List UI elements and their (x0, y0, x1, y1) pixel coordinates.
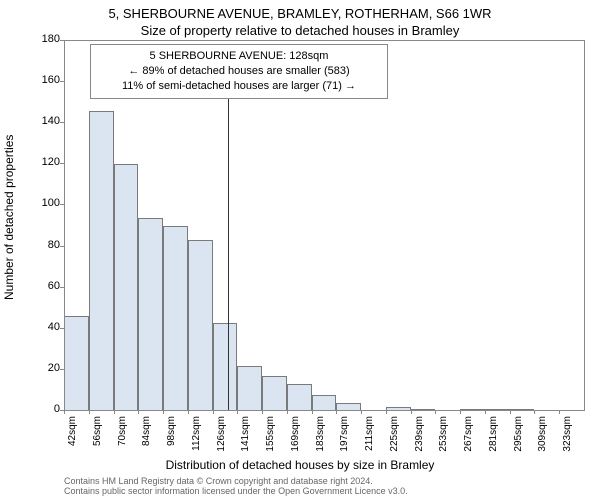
x-tick-mark (213, 410, 214, 414)
y-tick-label: 140 (30, 115, 60, 127)
y-tick-mark (60, 328, 64, 329)
x-tick-label: 267sqm (463, 416, 474, 466)
histogram-bar (64, 316, 89, 411)
y-tick-mark (60, 81, 64, 82)
x-tick-label: 56sqm (92, 416, 103, 466)
x-tick-mark (510, 410, 511, 414)
y-tick-label: 160 (30, 74, 60, 86)
y-tick-mark (60, 369, 64, 370)
x-tick-mark (138, 410, 139, 414)
annotation-box: 5 SHERBOURNE AVENUE: 128sqm ← 89% of det… (90, 44, 388, 99)
x-tick-mark (534, 410, 535, 414)
x-tick-label: 112sqm (191, 416, 202, 466)
x-tick-label: 169sqm (290, 416, 301, 466)
x-tick-mark (361, 410, 362, 414)
x-tick-label: 281sqm (488, 416, 499, 466)
x-tick-label: 225sqm (389, 416, 400, 466)
y-tick-label: 180 (30, 33, 60, 45)
histogram-bar (138, 218, 163, 411)
x-tick-label: 70sqm (117, 416, 128, 466)
x-tick-mark (435, 410, 436, 414)
x-tick-mark (89, 410, 90, 414)
chart-container: 5, SHERBOURNE AVENUE, BRAMLEY, ROTHERHAM… (0, 0, 600, 500)
histogram-bar (237, 366, 262, 411)
x-tick-mark (485, 410, 486, 414)
y-tick-mark (60, 287, 64, 288)
x-tick-label: 98sqm (166, 416, 177, 466)
y-tick-label: 0 (30, 403, 60, 415)
y-tick-mark (60, 204, 64, 205)
y-tick-mark (60, 246, 64, 247)
x-tick-mark (411, 410, 412, 414)
chart-title-line1: 5, SHERBOURNE AVENUE, BRAMLEY, ROTHERHAM… (0, 6, 600, 21)
y-axis-line (64, 40, 65, 410)
x-tick-mark (312, 410, 313, 414)
chart-title-line2: Size of property relative to detached ho… (0, 23, 600, 38)
footer-text: Contains HM Land Registry data © Crown c… (64, 476, 408, 496)
x-tick-mark (114, 410, 115, 414)
y-tick-label: 40 (30, 321, 60, 333)
x-tick-label: 183sqm (315, 416, 326, 466)
x-tick-label: 155sqm (265, 416, 276, 466)
x-tick-mark (188, 410, 189, 414)
x-axis-line (64, 410, 584, 411)
x-tick-label: 239sqm (414, 416, 425, 466)
y-tick-label: 100 (30, 197, 60, 209)
x-tick-mark (460, 410, 461, 414)
x-tick-label: 309sqm (537, 416, 548, 466)
x-tick-label: 295sqm (513, 416, 524, 466)
x-tick-mark (163, 410, 164, 414)
x-tick-label: 211sqm (364, 416, 375, 466)
x-tick-mark (237, 410, 238, 414)
histogram-bar (287, 384, 312, 411)
annotation-line1: 5 SHERBOURNE AVENUE: 128sqm (99, 49, 379, 64)
x-tick-label: 323sqm (562, 416, 573, 466)
y-tick-label: 80 (30, 239, 60, 251)
x-tick-label: 126sqm (216, 416, 227, 466)
histogram-bar (262, 376, 287, 411)
histogram-bar (312, 395, 337, 411)
histogram-bar (163, 226, 188, 411)
x-tick-mark (559, 410, 560, 414)
marker-line (228, 96, 229, 410)
x-tick-mark (287, 410, 288, 414)
y-tick-label: 20 (30, 362, 60, 374)
x-tick-mark (64, 410, 65, 414)
y-axis-label: Number of detached properties (2, 55, 16, 220)
y-tick-mark (60, 163, 64, 164)
y-tick-mark (60, 40, 64, 41)
x-tick-label: 253sqm (438, 416, 449, 466)
x-tick-label: 84sqm (141, 416, 152, 466)
annotation-line3: 11% of semi-detached houses are larger (… (99, 79, 379, 94)
x-tick-mark (336, 410, 337, 414)
annotation-line2: ← 89% of detached houses are smaller (58… (99, 64, 379, 79)
histogram-bar (89, 111, 114, 411)
histogram-bar (213, 323, 238, 411)
x-tick-mark (262, 410, 263, 414)
y-tick-label: 60 (30, 280, 60, 292)
y-tick-label: 120 (30, 156, 60, 168)
x-tick-mark (386, 410, 387, 414)
x-tick-label: 197sqm (339, 416, 350, 466)
histogram-bar (114, 164, 139, 411)
histogram-bar (188, 240, 213, 411)
x-tick-label: 42sqm (67, 416, 78, 466)
x-tick-label: 141sqm (240, 416, 251, 466)
y-tick-mark (60, 122, 64, 123)
